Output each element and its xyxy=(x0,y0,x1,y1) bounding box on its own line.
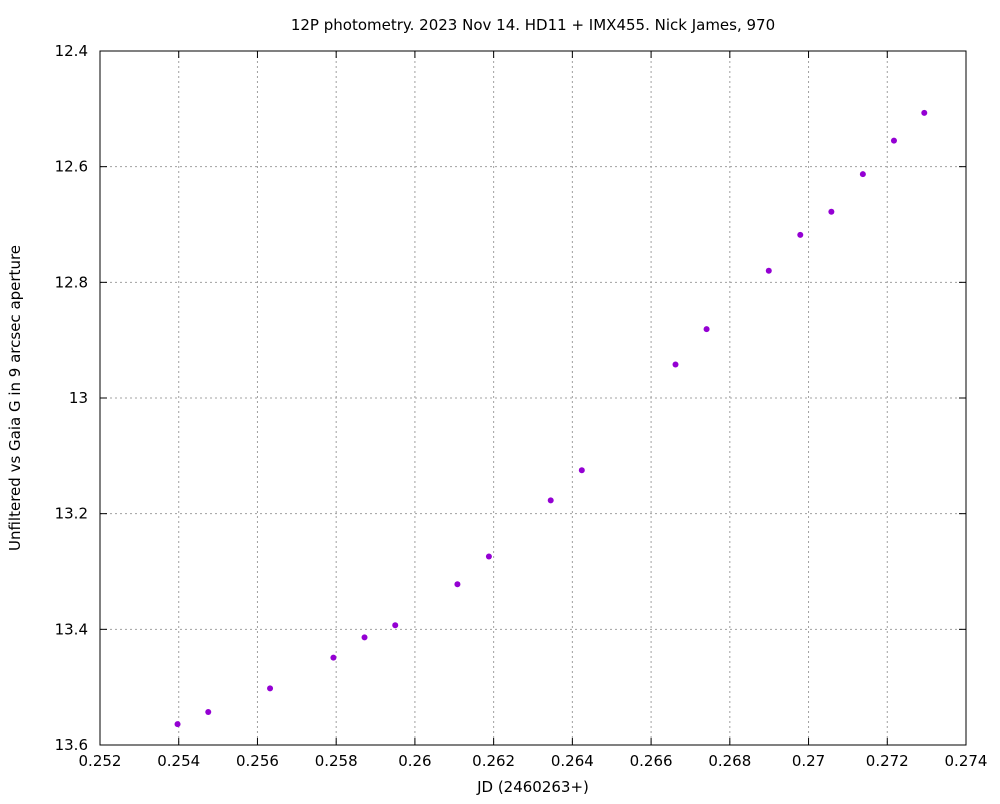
axes-layer: 0.252 0.254 0.256 0.258 0.26 0.262 0.264 0.266 0… xyxy=(55,42,988,770)
x-tick-label: 0.268 xyxy=(708,752,751,770)
x-axis-label: JD (2460263+) xyxy=(476,778,589,796)
data-point xyxy=(330,654,337,661)
data-point xyxy=(921,109,928,116)
x-tick-label: 0.264 xyxy=(551,752,594,770)
x-tick-label: 0.266 xyxy=(630,752,673,770)
data-point xyxy=(672,361,679,368)
data-point xyxy=(797,231,804,238)
data-point xyxy=(485,553,492,560)
data-point xyxy=(361,634,368,641)
x-tick-label: 0.26 xyxy=(398,752,431,770)
data-point xyxy=(703,326,710,333)
data-point xyxy=(454,581,461,588)
x-tick-label: 0.254 xyxy=(157,752,200,770)
y-axis-label: Unfiltered vs Gaia G in 9 arcsec apertur… xyxy=(6,245,24,551)
grid-layer xyxy=(100,51,966,745)
data-point xyxy=(267,685,274,692)
x-tick-label: 0.262 xyxy=(472,752,515,770)
y-tick-label: 12.6 xyxy=(55,158,88,176)
y-tick-label: 12.4 xyxy=(55,42,88,60)
x-tick-label: 0.256 xyxy=(236,752,279,770)
x-tick-label: 0.272 xyxy=(866,752,909,770)
data-point xyxy=(828,208,835,215)
y-tick-label: 13.2 xyxy=(55,505,88,523)
y-tick-label: 13.6 xyxy=(55,736,88,754)
data-point xyxy=(547,497,554,504)
points-layer xyxy=(174,109,928,728)
data-point xyxy=(890,137,897,144)
data-point xyxy=(174,721,181,728)
data-point xyxy=(859,171,866,178)
x-tick-label: 0.258 xyxy=(315,752,358,770)
chart-title: 12P photometry. 2023 Nov 14. HD11 + IMX4… xyxy=(291,16,775,34)
y-tick-label: 13.4 xyxy=(55,620,88,638)
data-point xyxy=(205,709,212,716)
data-point xyxy=(765,267,772,274)
data-point xyxy=(578,467,585,474)
y-tick-label: 13 xyxy=(69,389,88,407)
plot-frame xyxy=(99,50,967,746)
data-point xyxy=(392,622,399,629)
y-tick-label: 12.8 xyxy=(55,273,88,291)
x-tick-label: 0.274 xyxy=(945,752,988,770)
x-tick-label: 0.252 xyxy=(79,752,122,770)
x-tick-label: 0.27 xyxy=(792,752,825,770)
